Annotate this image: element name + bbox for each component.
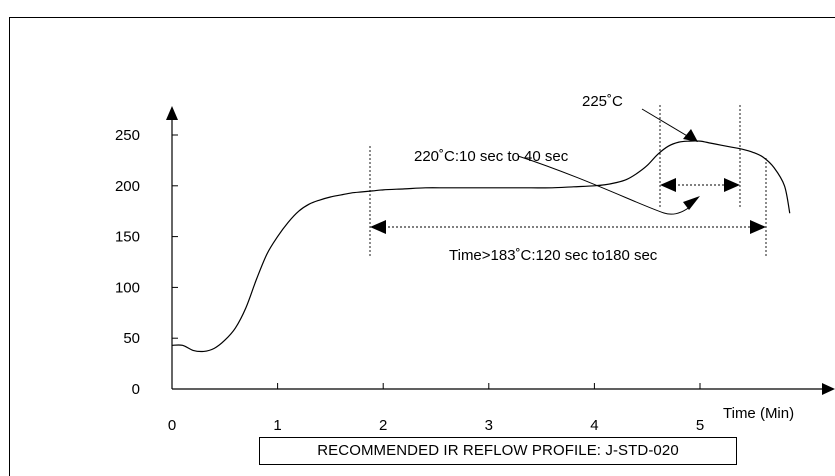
- y-tick-label: 50: [123, 330, 140, 347]
- y-tick-label: 150: [115, 229, 140, 246]
- time-above-220-label: 220˚C:10 sec to 40 sec: [414, 148, 569, 165]
- arrowhead-183-right: [750, 220, 766, 234]
- chart-frame: [9, 17, 835, 476]
- chart-caption: RECOMMENDED IR REFLOW PROFILE: J-STD-020: [259, 437, 737, 465]
- peak-temp-label: 225˚C: [582, 93, 623, 110]
- peak-leader-arrowhead: [683, 129, 698, 142]
- y-tick-label: 200: [115, 178, 140, 195]
- arrowhead-220-right: [724, 178, 740, 192]
- x-tick-label: 3: [485, 417, 493, 434]
- x-axis-arrow: [822, 383, 835, 395]
- time-220-leader-arrowhead: [683, 196, 700, 210]
- arrowhead-183-left: [370, 220, 386, 234]
- x-tick-label: 2: [379, 417, 387, 434]
- time-above-183-label: Time>183˚C:120 sec to180 sec: [449, 247, 658, 264]
- y-tick-label: 0: [132, 381, 140, 398]
- reflow-profile-line: [171, 140, 791, 353]
- peak-leader-line: [641, 108, 690, 138]
- x-axis-label: Time (Min): [723, 405, 794, 422]
- x-tick-label: 5: [696, 417, 704, 434]
- x-tick-label: 0: [168, 417, 176, 434]
- x-tick-label: 1: [273, 417, 281, 434]
- y-axis-arrow: [166, 106, 178, 120]
- y-tick-label: 100: [115, 279, 140, 296]
- arrowhead-220-left: [660, 178, 676, 192]
- y-tick-labels: 0 50 100 150 200 250: [115, 127, 178, 398]
- y-tick-label: 250: [115, 127, 140, 144]
- x-tick-labels: 0 1 2 3 4 5: [168, 383, 704, 434]
- x-tick-label: 4: [590, 417, 598, 434]
- time-220-leader-line: [517, 155, 692, 215]
